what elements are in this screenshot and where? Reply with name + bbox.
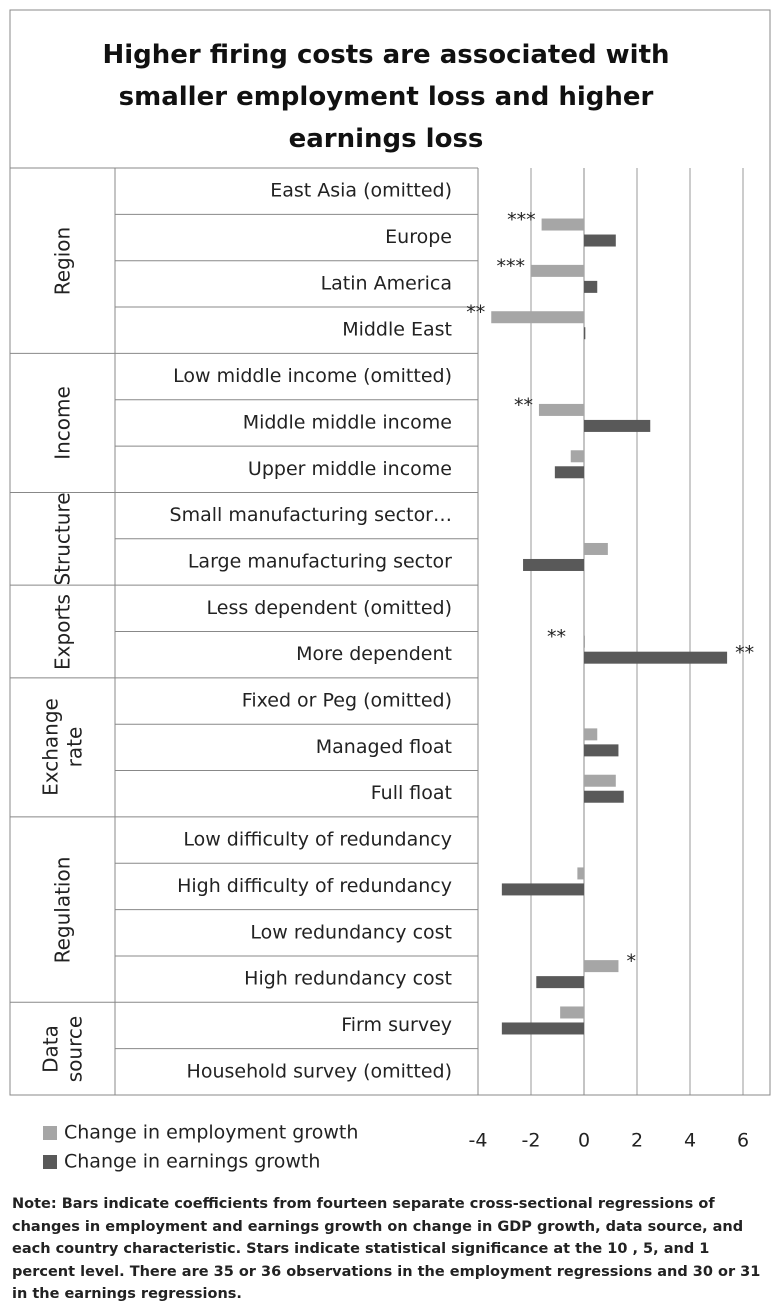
group-label: Regulation [50,856,75,963]
category-label: Less dependent (omitted) [207,597,453,619]
category-label: Firm survey [341,1014,452,1036]
bar [584,280,598,293]
bar [584,774,616,787]
chart: -4 -2 0 2 4 6 East Asia (omitted) Europe Latin A… [9,9,771,1173]
category-label: Household survey (omitted) [187,1060,452,1082]
x-tick-label: -4 [469,1130,488,1152]
significance-label: ** [547,626,566,648]
bar [584,635,585,648]
significance-label: ** [466,302,485,324]
legend-swatch [43,1155,57,1169]
significance-label: *** [497,255,526,277]
category-label: Middle middle income [243,411,452,433]
category-label: Middle East [342,319,452,341]
bar [491,311,584,324]
category-label: Low redundancy cost [250,921,452,943]
category-label: High redundancy cost [244,968,452,990]
bar [541,218,584,231]
category-label: Managed float [316,736,452,758]
bar [584,744,619,757]
bar [538,403,584,416]
category-label: Low middle income (omitted) [173,365,452,387]
bar [531,264,584,277]
category-label: Low difficulty of redundancy [183,829,452,851]
bar [570,450,584,463]
bar [584,234,616,247]
x-tick-label: -2 [522,1130,541,1152]
category-label: Europe [385,226,452,248]
chart-title: Higher firing costs are associated with … [102,40,670,154]
category-label: Fixed or Peg (omitted) [242,690,452,712]
group-label: Region [50,226,75,295]
bar [501,1022,584,1035]
category-label: More dependent [296,643,452,665]
category-label: High difficulty of redundancy [177,875,452,897]
significance-label: ** [514,394,533,416]
category-label: Upper middle income [248,458,452,480]
significance-label: ** [735,642,754,664]
bar [584,960,619,973]
x-tick-label: 2 [631,1130,643,1152]
group-label: Exports [50,593,75,670]
group-label: Income [50,386,75,460]
bar [554,466,584,479]
legend-label: Change in employment growth [64,1122,358,1144]
legend-label: Change in earnings growth [64,1151,320,1173]
x-tick-label: 4 [684,1130,696,1152]
x-tick-label: 6 [737,1130,749,1152]
x-tick-label: 0 [578,1130,590,1152]
bar [523,558,584,571]
bar [584,651,728,664]
category-label: Latin America [321,272,452,294]
bar [536,976,584,989]
significance-label: * [626,951,636,973]
legend-swatch [43,1126,57,1140]
group-label: Structure [50,492,75,586]
bar [584,419,651,432]
note: Note: Bars indicate coefficients from fo… [12,1196,761,1302]
category-label: East Asia (omitted) [270,180,452,202]
bar [584,790,624,803]
group-label: Data source [38,1015,87,1082]
category-label: Small manufacturing sector… [170,504,452,526]
bar [584,542,608,555]
category-label: Full float [371,782,452,804]
bar [584,327,586,340]
category-label: Large manufacturing sector [188,550,452,572]
bar [577,867,584,880]
bar [584,728,598,741]
bar [501,883,584,896]
significance-label: *** [507,209,536,231]
bar [560,1006,584,1019]
group-label: Exchange rate [38,698,87,797]
